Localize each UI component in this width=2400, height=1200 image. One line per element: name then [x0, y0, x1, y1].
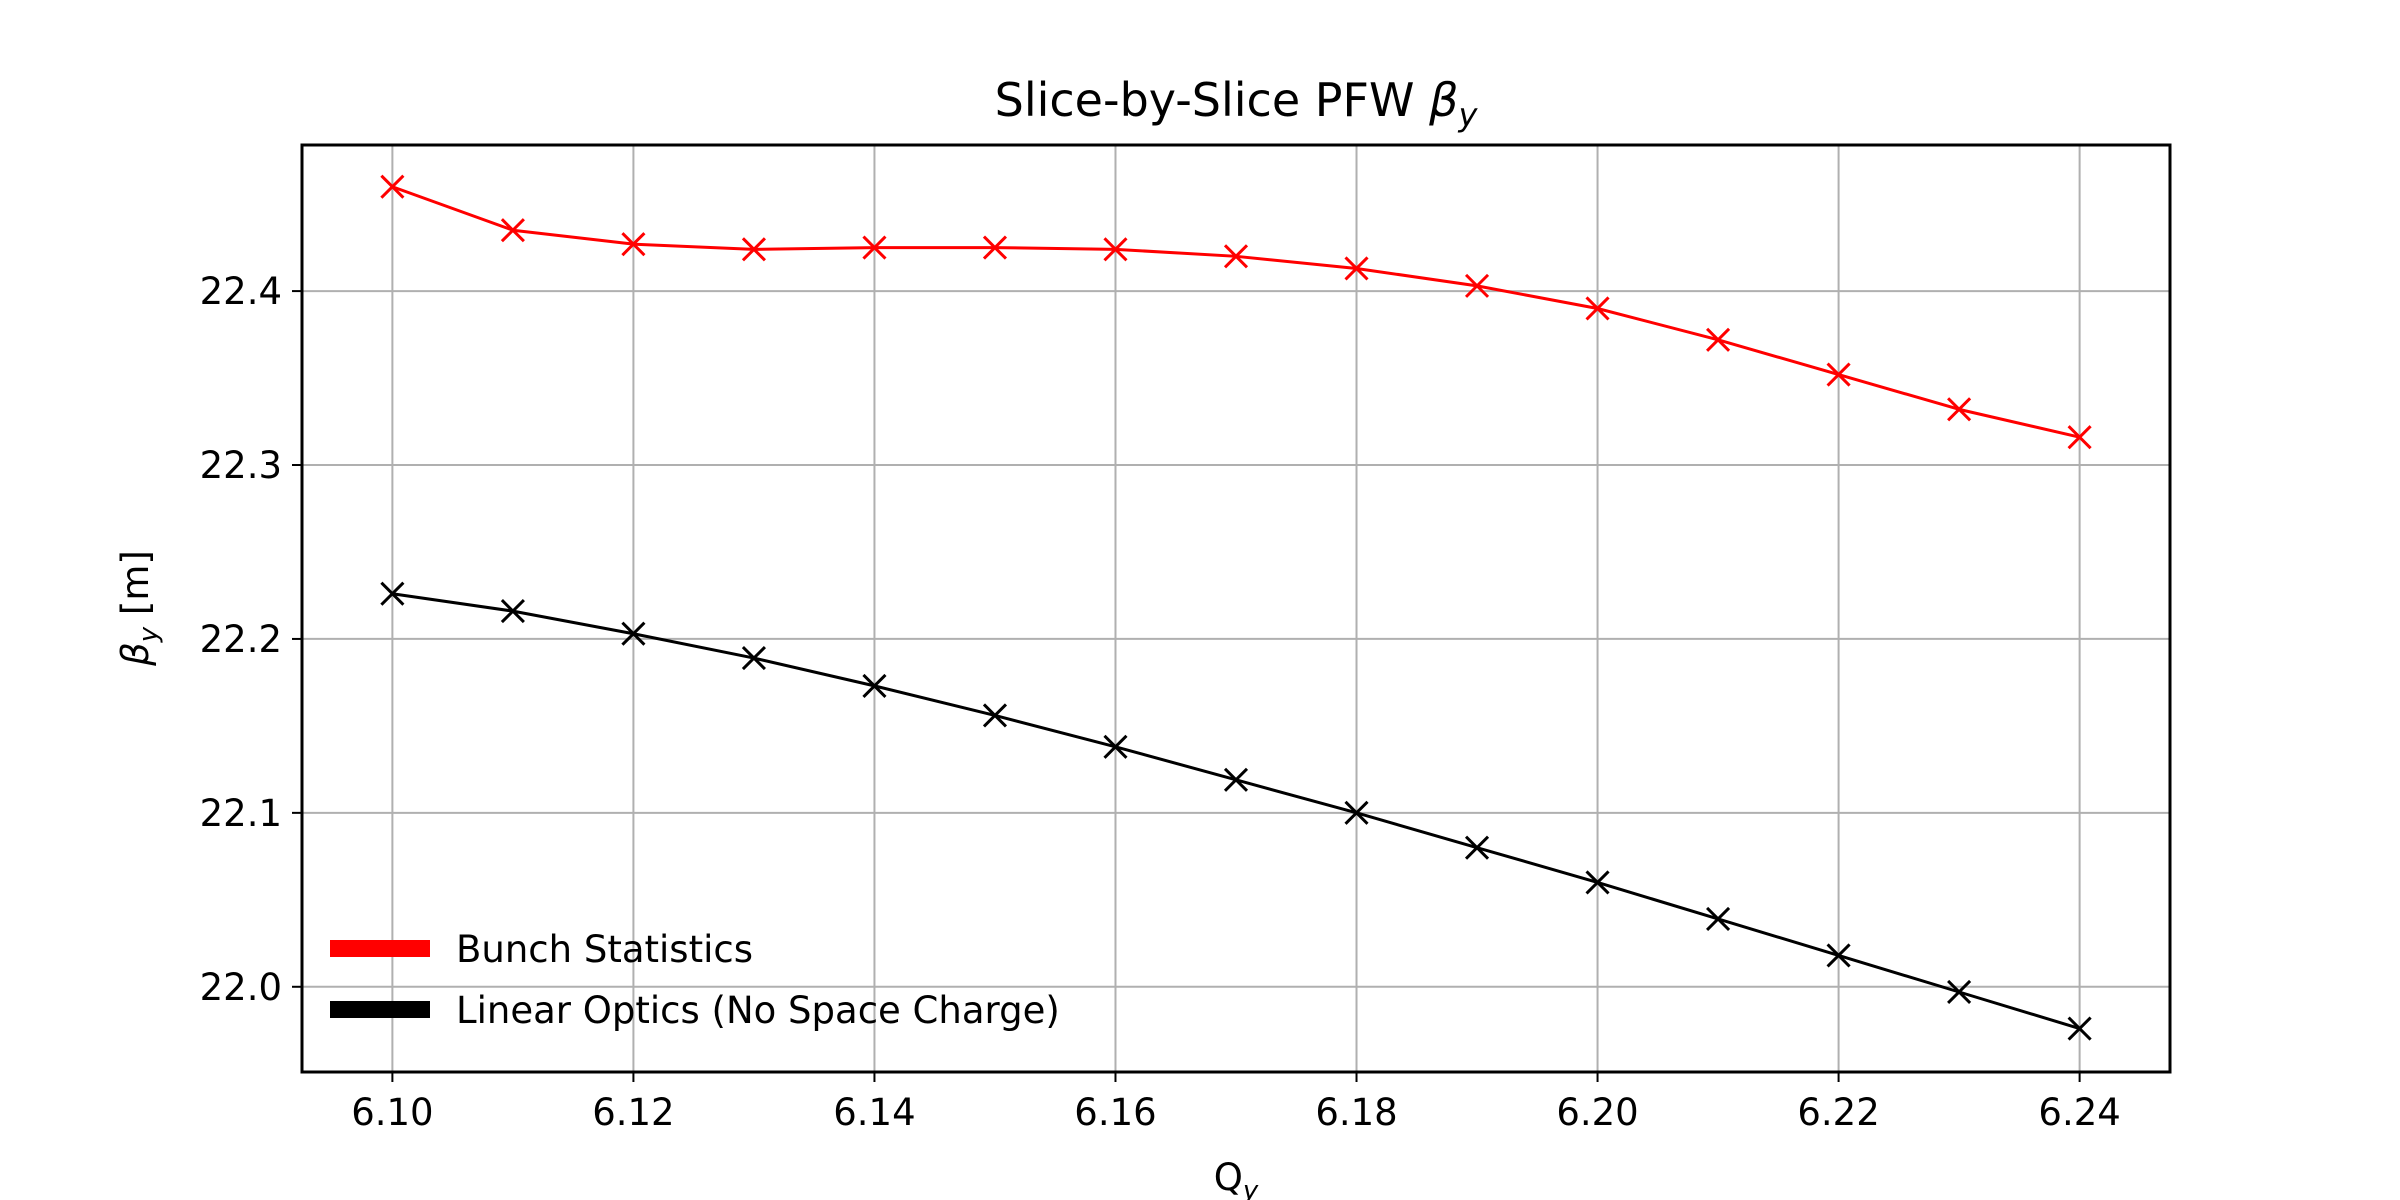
data-point-bunch-statistics — [1223, 244, 1249, 269]
series-layer — [380, 174, 2092, 1041]
legend-swatch-linear-optics — [330, 1001, 430, 1018]
y-tick-label: 22.3 — [200, 444, 282, 487]
x-axis-label-subscript: y — [1242, 1176, 1259, 1200]
data-point-bunch-statistics — [1585, 296, 1610, 321]
y-axis-label: βy [m] — [114, 550, 164, 667]
x-tick-label: 6.10 — [351, 1091, 433, 1134]
legend-label-bunch-statistics: Bunch Statistics — [456, 928, 753, 971]
data-point-linear-optics-no-space-charge — [500, 599, 525, 624]
data-point-bunch-statistics — [380, 174, 405, 199]
data-point-linear-optics-no-space-charge — [741, 646, 766, 671]
grid — [302, 145, 2170, 1072]
data-point-bunch-statistics — [741, 237, 766, 262]
x-tick-label: 6.14 — [833, 1091, 915, 1134]
data-point-linear-optics-no-space-charge — [1103, 734, 1128, 759]
chart-title-subscript: y — [1457, 96, 1478, 134]
data-point-linear-optics-no-space-charge — [1344, 800, 1369, 825]
x-axis-label-text: Q — [1214, 1156, 1243, 1199]
legend-swatch-bunch-statistics — [330, 940, 430, 957]
ticks: 6.10 6.12 6.14 6.16 6.18 6.20 6.22 6.24 22.0 22.1… — [200, 270, 2121, 1134]
x-tick-label: 6.22 — [1797, 1091, 1879, 1134]
x-tick-label: 6.12 — [592, 1091, 674, 1134]
y-axis-label-symbol: β — [114, 642, 157, 667]
data-point-bunch-statistics — [621, 232, 646, 257]
x-tick-label: 6.20 — [1556, 1091, 1638, 1134]
legend: Bunch Statistics Linear Optics (No Space… — [330, 928, 1060, 1032]
chart-title: Slice-by-Slice PFW βy — [995, 73, 1479, 134]
data-point-linear-optics-no-space-charge — [1223, 767, 1249, 792]
y-axis-label-text: [m] — [114, 550, 157, 627]
data-point-linear-optics-no-space-charge — [982, 703, 1008, 728]
data-point-bunch-statistics — [1826, 362, 1851, 387]
x-tick-label: 6.24 — [2038, 1091, 2120, 1134]
series-bunch-statistics — [380, 174, 2092, 450]
data-point-bunch-statistics — [1705, 327, 1731, 352]
data-point-bunch-statistics — [1464, 273, 1490, 298]
chart-title-text: Slice-by-Slice PFW — [995, 73, 1429, 127]
plot-frame — [300, 143, 2172, 1074]
x-axis-label: Qy — [1214, 1156, 1259, 1200]
data-point-linear-optics-no-space-charge — [1585, 870, 1610, 895]
data-point-bunch-statistics — [1947, 397, 1972, 422]
data-point-bunch-statistics — [1344, 256, 1369, 281]
data-point-bunch-statistics — [2067, 425, 2092, 450]
data-point-linear-optics-no-space-charge — [380, 581, 405, 606]
x-tick-label: 6.16 — [1074, 1091, 1156, 1134]
y-tick-label: 22.0 — [200, 966, 282, 1009]
data-point-linear-optics-no-space-charge — [1947, 979, 1972, 1005]
data-point-linear-optics-no-space-charge — [1705, 906, 1731, 932]
data-point-bunch-statistics — [982, 235, 1008, 260]
y-tick-label: 22.4 — [200, 270, 282, 313]
data-point-bunch-statistics — [1103, 237, 1128, 262]
y-tick-label: 22.1 — [200, 792, 282, 835]
data-point-bunch-statistics — [862, 235, 887, 260]
data-point-linear-optics-no-space-charge — [2067, 1016, 2092, 1041]
series-linear-optics-no-space-charge — [380, 581, 2092, 1041]
x-tick-label: 6.18 — [1315, 1091, 1397, 1134]
y-axis-label-subscript: y — [134, 626, 164, 643]
data-point-linear-optics-no-space-charge — [1826, 943, 1851, 968]
data-point-linear-optics-no-space-charge — [1464, 835, 1490, 860]
data-point-linear-optics-no-space-charge — [621, 621, 646, 646]
y-tick-label: 22.2 — [200, 618, 282, 661]
chart-title-symbol: β — [1428, 73, 1458, 127]
data-point-linear-optics-no-space-charge — [862, 673, 887, 698]
data-point-bunch-statistics — [500, 218, 525, 243]
legend-label-linear-optics: Linear Optics (No Space Charge) — [456, 989, 1060, 1032]
